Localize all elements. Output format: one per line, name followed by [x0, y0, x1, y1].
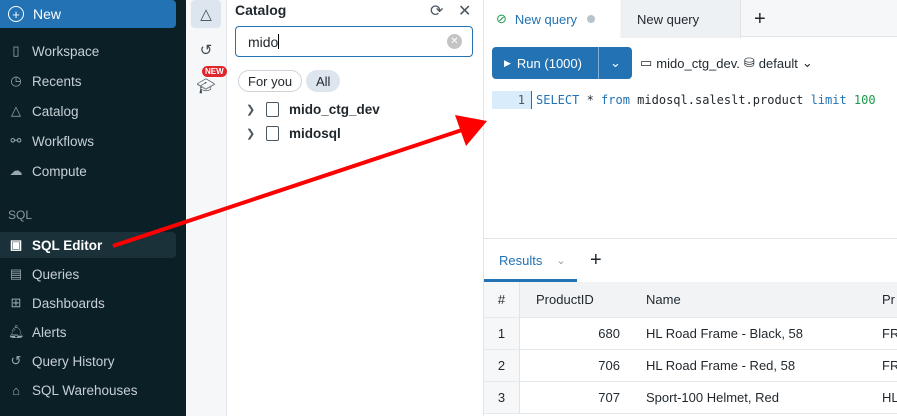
- table-row: 1 680 HL Road Frame - Black, 58 FR: [484, 318, 897, 350]
- bell-icon: 🔔︎: [8, 324, 25, 339]
- catalog-panel: Catalog ⟳ ✕ mido ✕ For you All ❯ mido_ctg_…: [228, 0, 484, 416]
- filter-for-you[interactable]: For you: [238, 70, 303, 92]
- results-panel: Results ⌄ + # ProductID Name Pr 1 680 HL Road …: [484, 238, 897, 414]
- new-button[interactable]: + New: [0, 0, 176, 28]
- chevron-down-icon: ⌄: [801, 55, 813, 70]
- tab-new-query-active[interactable]: ⊘ New query: [484, 0, 620, 38]
- check-circle-icon: ⊘: [496, 11, 507, 26]
- dashboard-icon: ⊞: [10, 295, 22, 310]
- code-line[interactable]: 1 SELECT * from midosql.saleslt.product l…: [492, 91, 897, 109]
- table-header: # ProductID Name Pr: [484, 282, 897, 318]
- sidebar-item-query-history[interactable]: ↺ Query History: [0, 348, 176, 374]
- chevron-right-icon[interactable]: ❯: [246, 127, 256, 140]
- learning-rail-button[interactable]: 🎓︎: [191, 72, 221, 100]
- history-icon: ↺: [10, 353, 22, 368]
- sidebar-item-alerts[interactable]: 🔔︎ Alerts: [8, 324, 67, 340]
- sidebar-item-recents[interactable]: ◷ Recents: [0, 68, 176, 94]
- run-options-dropdown[interactable]: ⌄: [610, 55, 621, 70]
- sql-section-label: SQL: [8, 208, 33, 222]
- sidebar-item-compute[interactable]: ☁ Compute: [9, 163, 87, 179]
- icon-rail: △ ↺ 🎓︎ NEW: [186, 0, 227, 416]
- sidebar-item-workflows[interactable]: ⚯ Workflows: [0, 128, 176, 154]
- results-table: # ProductID Name Pr 1 680 HL Road Frame - Bla…: [484, 282, 897, 414]
- tab-results[interactable]: Results ⌄: [484, 242, 577, 282]
- notebook-icon: ▯: [12, 43, 20, 58]
- catalog-rail-button[interactable]: △: [191, 0, 221, 28]
- cloud-icon: ☁: [9, 163, 23, 178]
- sidebar-item-queries[interactable]: ▤ Queries: [9, 266, 80, 282]
- sidebar-item-dashboards[interactable]: ⊞ Dashboards: [0, 290, 176, 316]
- add-tab-button[interactable]: +: [754, 7, 766, 30]
- catalog-book-icon: [266, 125, 279, 141]
- sidebar-item-sql-warehouses[interactable]: ⌂ SQL Warehouses: [0, 377, 176, 403]
- clock-icon: ◷: [10, 73, 22, 88]
- query-icon: ▤: [9, 266, 23, 281]
- chevron-down-icon[interactable]: ⌄: [556, 255, 566, 267]
- graduation-cap-icon: 🎓︎: [196, 78, 216, 95]
- sidebar-item-workspace[interactable]: ▯ Workspace: [0, 38, 176, 64]
- catalog-icon: △: [200, 6, 212, 23]
- add-result-tab-button[interactable]: +: [590, 249, 602, 271]
- table-row: 3 707 Sport-100 Helmet, Red HL: [484, 382, 897, 414]
- sql-editor: ⊘ New query New query + ▶ Run (1000) ⌄ ▭ mid…: [484, 0, 897, 416]
- clear-search-icon[interactable]: ✕: [447, 34, 462, 49]
- tree-item-midosql[interactable]: ❯ midosql: [246, 125, 341, 141]
- terminal-icon: ▣: [9, 237, 23, 252]
- sidebar: + New ▯ Workspace ◷ Recents △ Catalog ⚯ Workf…: [0, 0, 186, 416]
- history-rail-button[interactable]: ↺: [191, 36, 221, 64]
- tab-new-query[interactable]: New query: [621, 0, 741, 38]
- unsaved-dot-icon: [587, 15, 596, 23]
- new-badge: NEW: [202, 66, 227, 77]
- workflow-icon: ⚯: [10, 133, 22, 148]
- sidebar-item-catalog[interactable]: △ Catalog: [0, 98, 176, 124]
- catalog-book-icon: [266, 101, 279, 117]
- catalog-icon: △: [11, 103, 21, 118]
- chevron-right-icon[interactable]: ❯: [246, 103, 256, 116]
- play-icon: ▶: [504, 57, 511, 68]
- database-icon: ⛁: [743, 55, 755, 70]
- warehouse-icon: ⌂: [12, 382, 20, 398]
- query-tabs: ⊘ New query New query +: [484, 0, 897, 38]
- plus-circle-icon: +: [8, 6, 24, 22]
- filter-all[interactable]: All: [306, 70, 341, 92]
- catalog-title: Catalog: [235, 2, 287, 18]
- close-icon[interactable]: ✕: [458, 3, 472, 20]
- sidebar-item-sql-editor[interactable]: ▣ SQL Editor: [0, 232, 176, 258]
- run-button[interactable]: ▶ Run (1000) ⌄: [492, 47, 632, 79]
- context-selector[interactable]: ▭ mido_ctg_dev. ⛁ default ⌄: [640, 55, 813, 71]
- refresh-icon[interactable]: ⟳: [430, 3, 444, 20]
- history-icon: ↺: [199, 42, 213, 59]
- column-truncated[interactable]: Pr: [882, 292, 895, 307]
- tree-item-mido-ctg-dev[interactable]: ❯ mido_ctg_dev: [246, 101, 380, 117]
- column-productid[interactable]: ProductID: [536, 292, 594, 307]
- catalog-book-icon: ▭: [640, 55, 653, 70]
- catalog-search-input[interactable]: mido ✕: [235, 26, 473, 57]
- column-name[interactable]: Name: [646, 292, 681, 307]
- table-row: 2 706 HL Road Frame - Red, 58 FR: [484, 350, 897, 382]
